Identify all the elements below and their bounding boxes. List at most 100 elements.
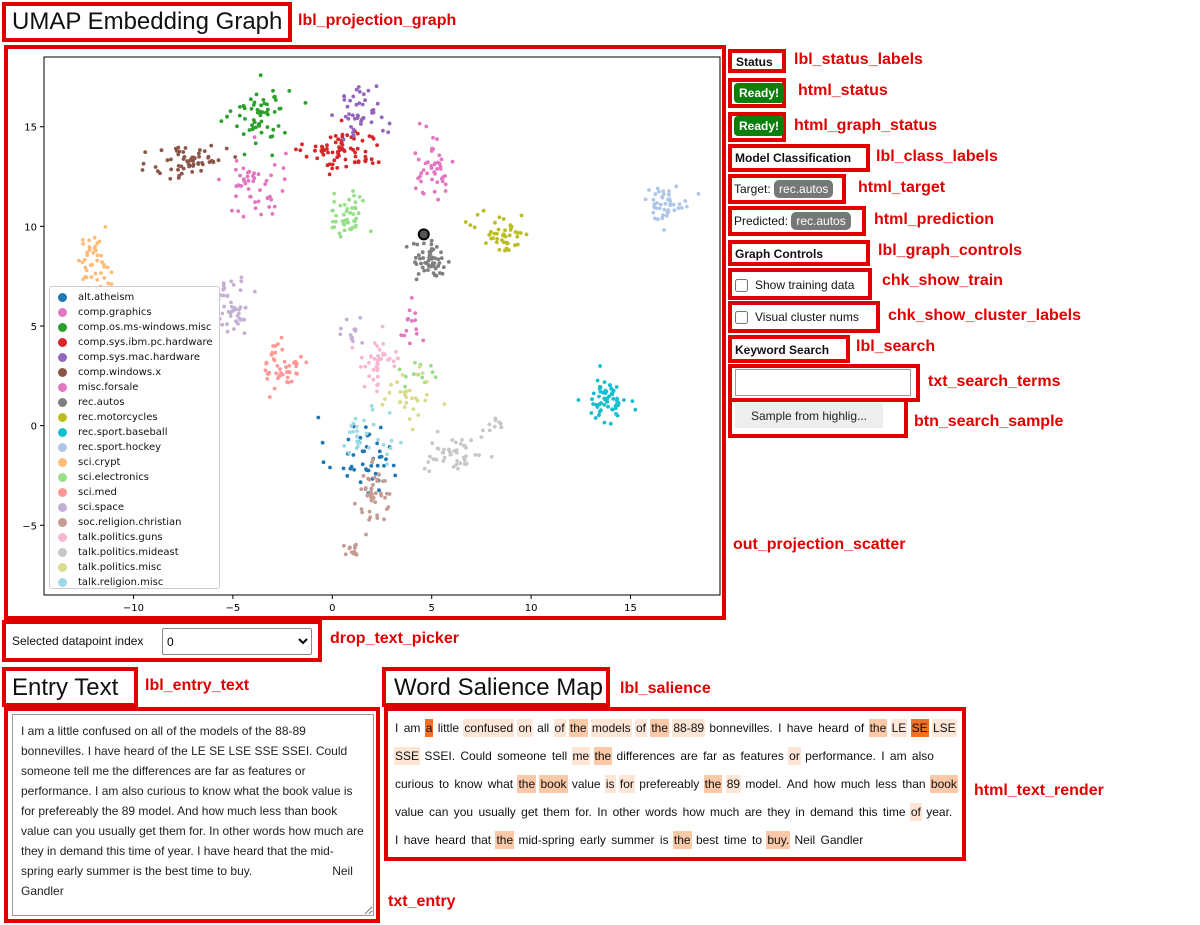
data-point <box>430 177 434 182</box>
data-point <box>376 160 381 165</box>
data-point <box>472 225 477 230</box>
salience-word: early <box>578 831 607 849</box>
x-tick-label: −5 <box>226 603 241 614</box>
y-tick-label: 5 <box>31 322 37 333</box>
data-point <box>221 281 226 286</box>
data-point <box>228 314 233 318</box>
salience-word: the <box>703 775 723 793</box>
salience-word: other <box>611 803 641 821</box>
data-point <box>249 97 253 102</box>
data-point <box>508 228 513 232</box>
data-point <box>105 265 110 270</box>
data-point <box>84 275 89 280</box>
data-point <box>176 167 180 172</box>
data-point <box>255 110 260 115</box>
legend-marker <box>58 563 67 572</box>
data-point <box>367 374 372 379</box>
data-point <box>608 421 613 426</box>
salience-word: models <box>590 719 632 737</box>
legend-item: comp.os.ms-windows.misc <box>50 320 219 335</box>
status-heading: Status <box>736 55 773 69</box>
salience-word: In <box>596 803 609 821</box>
data-point <box>353 150 357 155</box>
data-point <box>369 120 374 125</box>
data-point <box>348 466 353 471</box>
y-tick-label: −5 <box>22 521 37 532</box>
show-training-data-toggle[interactable]: Show training data <box>735 278 854 292</box>
data-point <box>99 253 103 258</box>
data-point <box>103 225 108 229</box>
data-point <box>109 282 114 286</box>
visual-cluster-nums-checkbox[interactable] <box>735 310 748 324</box>
data-point <box>100 260 104 264</box>
data-point <box>351 189 355 194</box>
data-point <box>326 150 330 155</box>
data-point <box>493 220 497 225</box>
data-point <box>179 171 184 176</box>
keyword-search-input[interactable] <box>735 369 911 396</box>
data-point <box>598 409 602 414</box>
data-point <box>189 158 194 163</box>
data-point <box>88 263 93 267</box>
legend-marker <box>58 308 67 317</box>
data-point <box>385 452 389 457</box>
data-point <box>404 400 409 405</box>
projection-heading: UMAP Embedding Graph <box>12 8 283 35</box>
visual-cluster-nums-toggle[interactable]: Visual cluster nums <box>735 310 859 324</box>
data-point <box>375 477 380 482</box>
data-point <box>259 119 264 124</box>
legend-marker <box>58 443 67 452</box>
legend-label: comp.os.ms-windows.misc <box>78 322 212 333</box>
salience-word: confused <box>463 719 515 737</box>
data-point <box>499 425 504 430</box>
data-point <box>385 462 389 467</box>
data-point <box>332 199 337 204</box>
data-point <box>591 402 595 406</box>
data-point <box>414 277 419 282</box>
data-point <box>435 180 440 185</box>
salience-word: demand <box>809 803 855 821</box>
data-point <box>458 442 463 446</box>
data-point <box>258 113 263 118</box>
data-point <box>269 197 274 202</box>
legend-label: sci.electronics <box>78 472 150 483</box>
data-point <box>374 84 379 89</box>
data-point <box>274 371 279 376</box>
data-point <box>487 422 492 427</box>
data-point <box>238 105 242 109</box>
data-point <box>503 234 508 239</box>
data-point <box>271 127 276 132</box>
legend-item: comp.graphics <box>50 305 219 320</box>
salience-word: someone <box>496 747 548 765</box>
annotation-graph-controls: lbl_graph_controls <box>878 242 1023 259</box>
keyword-search-heading: Keyword Search <box>735 343 830 357</box>
salience-word: And <box>785 775 810 793</box>
show-training-data-checkbox[interactable] <box>735 278 748 292</box>
legend-marker <box>58 323 67 332</box>
salience-word: as <box>721 747 737 765</box>
data-point <box>339 118 344 123</box>
data-point <box>328 135 333 140</box>
data-point <box>347 430 352 435</box>
data-point <box>81 277 86 282</box>
datapoint-index-select[interactable]: 0 <box>162 628 312 655</box>
salience-word: in <box>794 803 806 821</box>
salience-word: than <box>901 775 927 793</box>
data-point <box>504 246 509 251</box>
annotation-salience: lbl_salience <box>620 680 711 697</box>
projection-scatter-box <box>4 45 726 620</box>
data-point <box>455 450 459 455</box>
data-point <box>425 392 429 397</box>
data-point <box>355 146 360 151</box>
data-point <box>241 132 246 136</box>
data-point <box>355 444 360 449</box>
entry-text-area[interactable]: I am a little confused on all of the mod… <box>12 714 374 916</box>
data-point <box>363 364 368 369</box>
sample-from-highlight-button[interactable]: Sample from highlig... <box>735 403 883 428</box>
data-point <box>231 308 236 313</box>
data-point <box>80 260 85 265</box>
data-point <box>91 250 96 255</box>
data-point <box>367 446 371 450</box>
data-point <box>674 184 679 189</box>
data-point <box>387 390 392 395</box>
